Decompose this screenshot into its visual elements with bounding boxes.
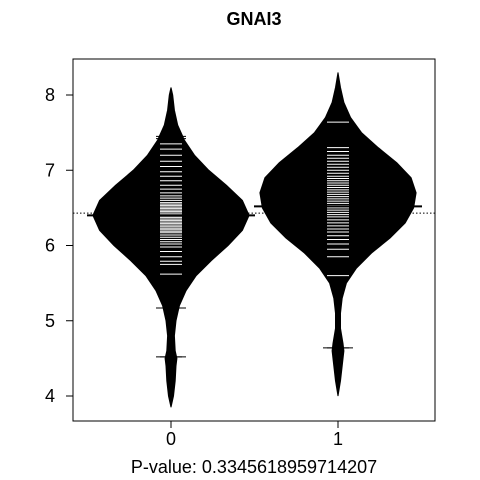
y-tick-label: 5 xyxy=(45,311,55,331)
plot-frame xyxy=(72,58,436,422)
x-axis-label: P-value: 0.3345618959714207 xyxy=(131,457,377,477)
x-tick-label: 1 xyxy=(333,429,343,449)
axes: 4 5 6 7 8 0 1 xyxy=(45,85,343,449)
plot-area xyxy=(73,72,435,408)
y-tick-label: 7 xyxy=(45,160,55,180)
bean-density-1 xyxy=(259,72,417,397)
bean-1 xyxy=(254,72,422,397)
y-tick-label: 8 xyxy=(45,85,55,105)
chart-title: GNAI3 xyxy=(226,9,281,29)
y-tick-label: 4 xyxy=(45,386,55,406)
x-tick-label: 0 xyxy=(166,429,176,449)
bean-0 xyxy=(87,87,255,408)
y-tick-label: 6 xyxy=(45,236,55,256)
